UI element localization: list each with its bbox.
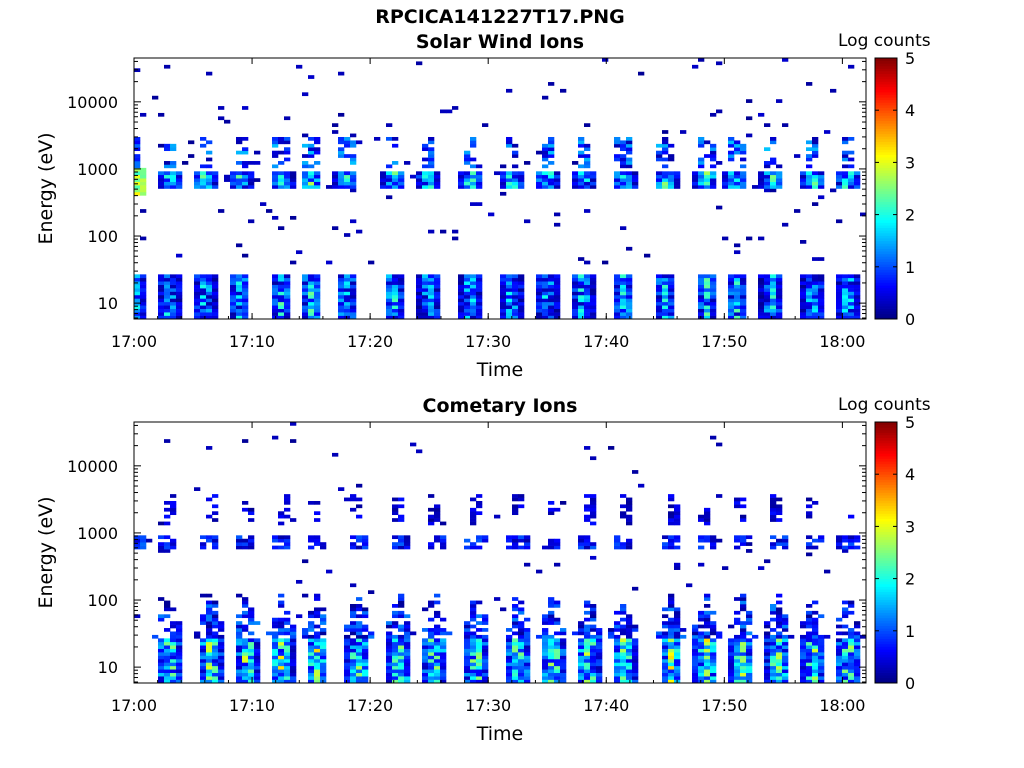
colorbar-tick-label: 4	[905, 101, 915, 120]
x-tick-label: 17:40	[583, 332, 629, 351]
axes-frame-1	[133, 421, 867, 684]
x-tick-label: 18:00	[819, 696, 865, 715]
y-tick-label: 100	[87, 591, 118, 610]
axes-frame-0	[133, 57, 867, 320]
y-tick-label: 1000	[77, 160, 118, 179]
x-axis-label: Time	[476, 723, 524, 745]
colorbar-tick-label: 1	[905, 258, 915, 277]
y-axis-label: Energy (eV)	[35, 132, 57, 244]
y-axis-label: Energy (eV)	[35, 496, 57, 608]
colorbar-tick-label: 5	[905, 413, 915, 432]
y-tick-label: 10000	[67, 457, 118, 476]
x-tick-label: 17:50	[701, 696, 747, 715]
colorbar-tick-label: 0	[905, 674, 915, 693]
y-tick-label: 10	[98, 294, 118, 313]
colorbar-tick-label: 2	[905, 570, 915, 589]
x-tick-label: 17:20	[347, 332, 393, 351]
y-tick-label: 10000	[67, 93, 118, 112]
y-tick-label: 100	[87, 227, 118, 246]
colorbar-tick-label: 0	[905, 310, 915, 329]
x-tick-label: 17:50	[701, 332, 747, 351]
panel-title-cometary: Cometary Ions	[422, 395, 578, 417]
panel-title-solar-wind: Solar Wind Ions	[415, 31, 585, 53]
colorbar-tick-label: 2	[905, 206, 915, 225]
colorbar-tick-label: 5	[905, 49, 915, 68]
x-tick-label: 17:30	[465, 332, 511, 351]
x-tick-label: 17:40	[583, 696, 629, 715]
colorbar-0: 0 1 2 3 4 5	[874, 49, 915, 329]
heatmap-cells-0	[134, 58, 867, 320]
x-tick-label: 17:00	[111, 332, 157, 351]
colorbar-label-top: Log counts	[838, 31, 931, 51]
x-axis-label: Time	[476, 359, 524, 381]
x-tick-label: 17:30	[465, 696, 511, 715]
x-tick-label: 18:00	[819, 332, 865, 351]
colorbar-tick-label: 3	[905, 153, 915, 172]
colorbar-tick-label: 1	[905, 622, 915, 641]
x-tick-label: 17:00	[111, 696, 157, 715]
heatmap-cells-1	[134, 422, 867, 684]
x-tick-label: 17:20	[347, 696, 393, 715]
colorbar-label-bottom: Log counts	[838, 395, 931, 415]
y-tick-label: 1000	[77, 524, 118, 543]
figure-title: RPCICA141227T17.PNG	[375, 6, 625, 28]
x-tick-label: 17:10	[229, 332, 275, 351]
colorbar-1: 0 1 2 3 4 5	[874, 413, 915, 693]
x-tick-label: 17:10	[229, 696, 275, 715]
colorbar-tick-label: 3	[905, 517, 915, 536]
y-tick-label: 10	[98, 658, 118, 677]
colorbar-tick-label: 4	[905, 465, 915, 484]
